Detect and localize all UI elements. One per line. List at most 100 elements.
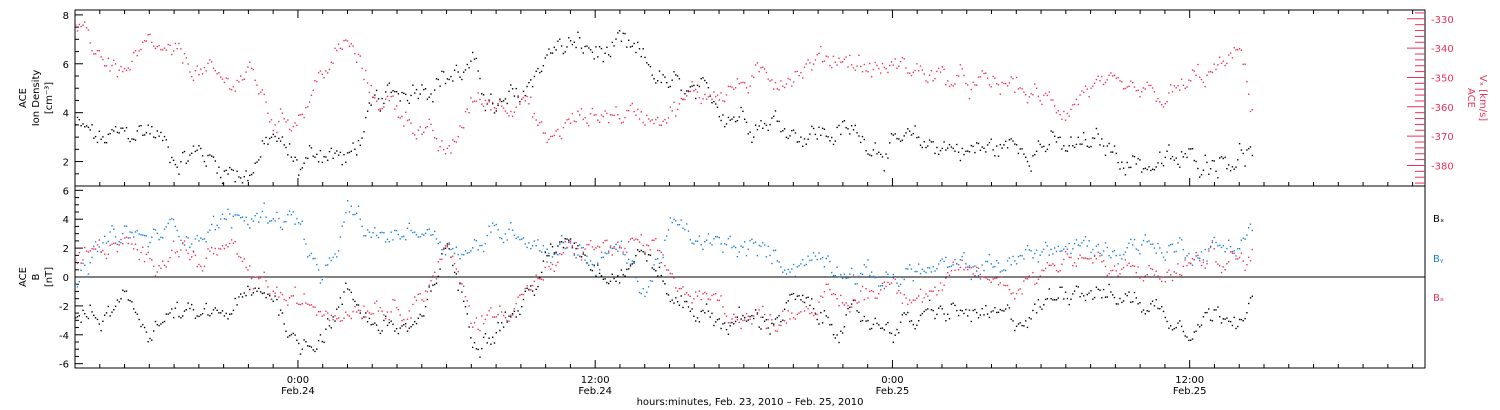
- density-point: [1037, 140, 1040, 142]
- by-point: [1081, 242, 1083, 244]
- density-point: [769, 123, 771, 126]
- by-point: [216, 224, 218, 227]
- density-point: [597, 56, 599, 58]
- bx-point: [269, 295, 271, 297]
- velocity-tick-label: -350: [1431, 73, 1454, 84]
- bx-point: [930, 309, 933, 311]
- bx-point: [499, 329, 501, 332]
- by-point: [118, 240, 120, 243]
- velocity-point: [395, 105, 398, 107]
- by-point: [734, 246, 737, 249]
- by-point: [1142, 239, 1145, 242]
- velocity-point: [617, 114, 619, 116]
- density-point: [970, 144, 972, 147]
- density-point: [143, 134, 146, 136]
- velocity-point: [943, 68, 945, 71]
- velocity-point: [261, 89, 264, 91]
- by-point: [709, 242, 711, 244]
- bz-point: [250, 277, 253, 280]
- bx-point: [849, 306, 851, 309]
- velocity-point: [753, 76, 755, 78]
- bx-point: [832, 334, 835, 336]
- by-point: [1021, 255, 1023, 257]
- bz-point: [272, 290, 274, 292]
- by-point: [588, 264, 590, 266]
- density-point: [972, 145, 974, 148]
- bx-point: [299, 353, 302, 355]
- bz-point: [1190, 263, 1192, 265]
- bz-point: [860, 290, 862, 292]
- velocity-point: [499, 100, 501, 102]
- bx-point: [658, 266, 661, 268]
- bx-point: [348, 289, 351, 291]
- velocity-point: [1130, 80, 1132, 82]
- density-point: [374, 94, 376, 96]
- bx-point: [704, 312, 706, 314]
- bz-point: [455, 268, 458, 270]
- bz-point: [437, 261, 439, 263]
- bx-point: [963, 312, 965, 315]
- by-point: [1075, 239, 1078, 241]
- velocity-point: [185, 57, 187, 59]
- by-point: [403, 235, 405, 238]
- velocity-point: [1095, 78, 1098, 81]
- by-point: [1195, 255, 1197, 257]
- bz-point: [531, 284, 534, 287]
- velocity-point: [526, 95, 528, 98]
- velocity-point: [307, 106, 309, 108]
- bx-point: [782, 319, 784, 321]
- density-point: [858, 135, 860, 137]
- by-point: [383, 232, 385, 234]
- bz-point: [299, 303, 302, 306]
- density-point: [1023, 153, 1025, 155]
- by-point: [647, 286, 650, 288]
- density-point: [1112, 151, 1114, 153]
- by-point: [388, 240, 390, 243]
- bx-point: [985, 305, 987, 307]
- bz-point: [1112, 269, 1114, 272]
- bz-point: [841, 302, 844, 304]
- velocity-point: [611, 114, 613, 116]
- density-point: [825, 135, 827, 137]
- velocity-point: [1068, 115, 1070, 117]
- bx-point: [1106, 296, 1108, 298]
- density-point: [990, 138, 992, 140]
- density-point: [798, 141, 800, 143]
- velocity-point: [539, 122, 541, 124]
- bx-point: [1219, 316, 1221, 318]
- density-point: [878, 151, 880, 153]
- by-point: [153, 228, 155, 230]
- velocity-points: [75, 21, 1253, 155]
- bx-point: [919, 314, 922, 317]
- velocity-point: [918, 70, 920, 72]
- density-point: [1008, 139, 1011, 141]
- bz-point: [758, 309, 760, 311]
- velocity-point: [290, 130, 293, 132]
- bx-point: [109, 315, 111, 317]
- by-point: [87, 273, 90, 275]
- bz-point: [644, 251, 646, 253]
- bx-point: [298, 342, 300, 345]
- bz-point: [1128, 262, 1130, 264]
- bx-point: [519, 313, 521, 316]
- velocity-point: [522, 96, 525, 99]
- by-point: [829, 260, 831, 263]
- top-right-label-line-2: Vₓ [km/s]: [1477, 75, 1488, 121]
- by-point: [316, 263, 318, 266]
- density-point: [613, 45, 615, 47]
- density-point: [327, 159, 329, 161]
- density-point: [609, 55, 612, 58]
- by-point: [707, 233, 710, 235]
- velocity-point: [1026, 102, 1029, 104]
- by-point: [102, 242, 104, 244]
- time-tick-label: 0:00: [287, 375, 309, 386]
- bz-point: [1168, 269, 1170, 271]
- velocity-point: [1233, 47, 1235, 49]
- bz-point: [178, 256, 180, 258]
- velocity-point: [1063, 110, 1065, 113]
- density-point: [540, 70, 543, 73]
- velocity-point: [1077, 103, 1079, 106]
- density-point: [377, 98, 380, 100]
- by-point: [443, 248, 445, 251]
- bz-point: [76, 262, 79, 265]
